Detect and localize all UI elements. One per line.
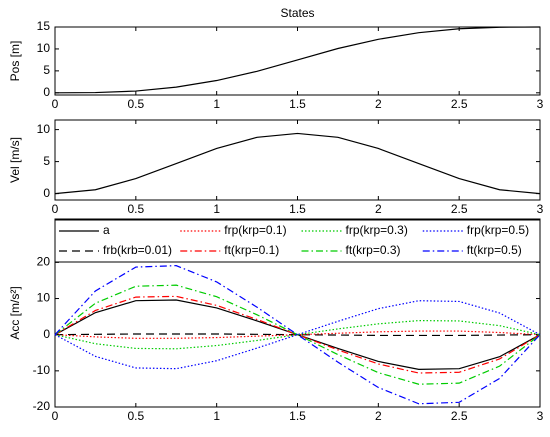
data-line bbox=[54, 265, 541, 405]
y-tick-label: 0 bbox=[43, 85, 50, 99]
y-tick-label: 15 bbox=[37, 19, 51, 33]
legend-label: frp(krp=0.5) bbox=[467, 223, 529, 237]
y-tick-label: 0 bbox=[43, 186, 50, 200]
axes-frame bbox=[54, 119, 541, 201]
x-tick-label: 0 bbox=[52, 97, 59, 111]
x-tick-label: 0 bbox=[52, 409, 59, 423]
x-tick-label: 3 bbox=[537, 409, 544, 423]
legend-label: a bbox=[103, 223, 110, 237]
y-axis-label: Acc [m/s²] bbox=[8, 286, 22, 339]
x-tick-label: 0.5 bbox=[127, 409, 144, 423]
data-line bbox=[54, 333, 541, 337]
x-tick-label: 1 bbox=[213, 202, 220, 216]
y-tick-label: 5 bbox=[43, 63, 50, 77]
legend-label: ft(krp=0.1) bbox=[224, 243, 279, 257]
legend-label: ft(krp=0.3) bbox=[346, 243, 401, 257]
x-tick-label: 3 bbox=[537, 97, 544, 111]
x-tick-label: 1 bbox=[213, 97, 220, 111]
legend-label: frp(krp=0.1) bbox=[224, 223, 286, 237]
x-tick-label: 0.5 bbox=[127, 97, 144, 111]
legend-label: frb(krb=0.01) bbox=[103, 243, 172, 257]
legend-label: frp(krp=0.3) bbox=[346, 223, 408, 237]
x-tick-label: 2.5 bbox=[451, 202, 468, 216]
x-tick-label: 1.5 bbox=[289, 97, 306, 111]
x-tick-label: 2 bbox=[375, 202, 382, 216]
x-tick-label: 0 bbox=[52, 202, 59, 216]
x-tick-label: 2.5 bbox=[451, 97, 468, 111]
y-tick-label: 10 bbox=[37, 291, 51, 305]
data-line bbox=[54, 284, 541, 385]
y-tick-label: -20 bbox=[33, 399, 51, 413]
x-tick-label: 2.5 bbox=[451, 409, 468, 423]
legend-box bbox=[54, 219, 541, 263]
data-line bbox=[54, 300, 541, 370]
chart-title: States bbox=[280, 6, 314, 20]
x-tick-label: 1.5 bbox=[289, 202, 306, 216]
data-line bbox=[54, 26, 541, 94]
y-tick-label: -10 bbox=[33, 363, 51, 377]
data-line bbox=[54, 132, 541, 195]
y-tick-label: 20 bbox=[37, 255, 51, 269]
x-tick-label: 1 bbox=[213, 409, 220, 423]
y-axis-label: Pos [m] bbox=[8, 41, 22, 82]
y-tick-label: 10 bbox=[37, 41, 51, 55]
y-tick-label: 0 bbox=[43, 327, 50, 341]
x-tick-label: 0.5 bbox=[127, 202, 144, 216]
y-axis-label: Vel [m/s] bbox=[8, 137, 22, 183]
data-line bbox=[54, 319, 541, 350]
y-tick-label: 10 bbox=[37, 122, 51, 136]
legend-label: ft(krp=0.5) bbox=[467, 243, 522, 257]
x-tick-label: 2 bbox=[375, 97, 382, 111]
x-tick-label: 2 bbox=[375, 409, 382, 423]
x-tick-label: 1.5 bbox=[289, 409, 306, 423]
axes-frame bbox=[54, 26, 541, 96]
y-tick-label: 5 bbox=[43, 154, 50, 168]
x-tick-label: 3 bbox=[537, 202, 544, 216]
